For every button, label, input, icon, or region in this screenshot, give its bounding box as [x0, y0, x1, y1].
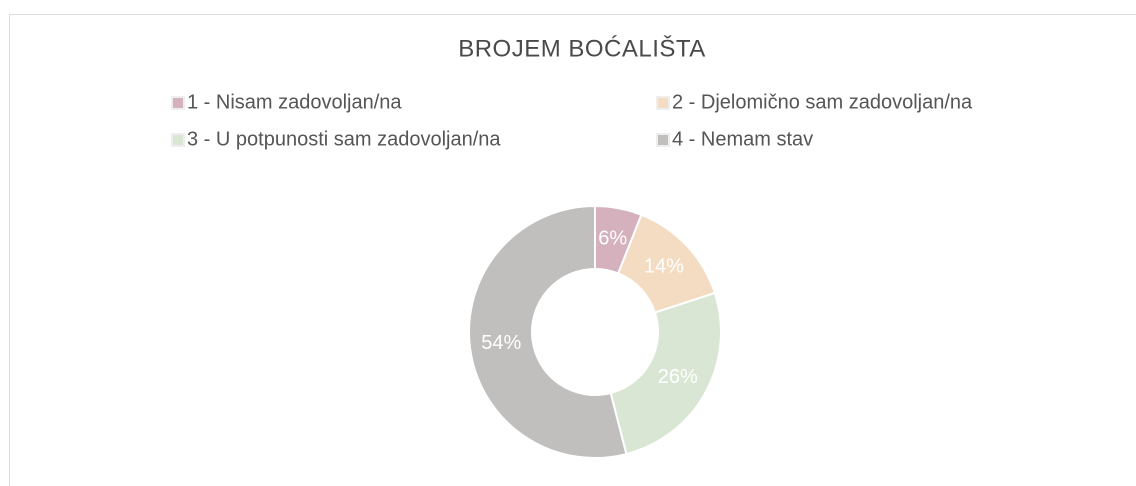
legend-label: 3 - U potpunosti sam zadovoljan/na [187, 128, 501, 150]
legend-label: 4 - Nemam stav [672, 128, 813, 150]
data-label: 26% [658, 366, 698, 388]
legend-swatch [171, 96, 185, 110]
legend-swatch [171, 133, 185, 147]
data-label: 14% [644, 256, 684, 278]
legend-swatch [656, 133, 670, 147]
legend-label: 1 - Nisam zadovoljan/na [187, 91, 402, 113]
data-label: 6% [598, 227, 627, 249]
data-label: 54% [481, 332, 521, 354]
panel-border [9, 14, 1136, 486]
legend-swatch [656, 96, 670, 110]
donut-segment [609, 291, 722, 456]
chart-title: BROJEM BOĆALIŠTA [458, 34, 706, 62]
legend-label: 2 - Djelomično sam zadovoljan/na [672, 91, 973, 113]
donut-segment [468, 204, 628, 459]
